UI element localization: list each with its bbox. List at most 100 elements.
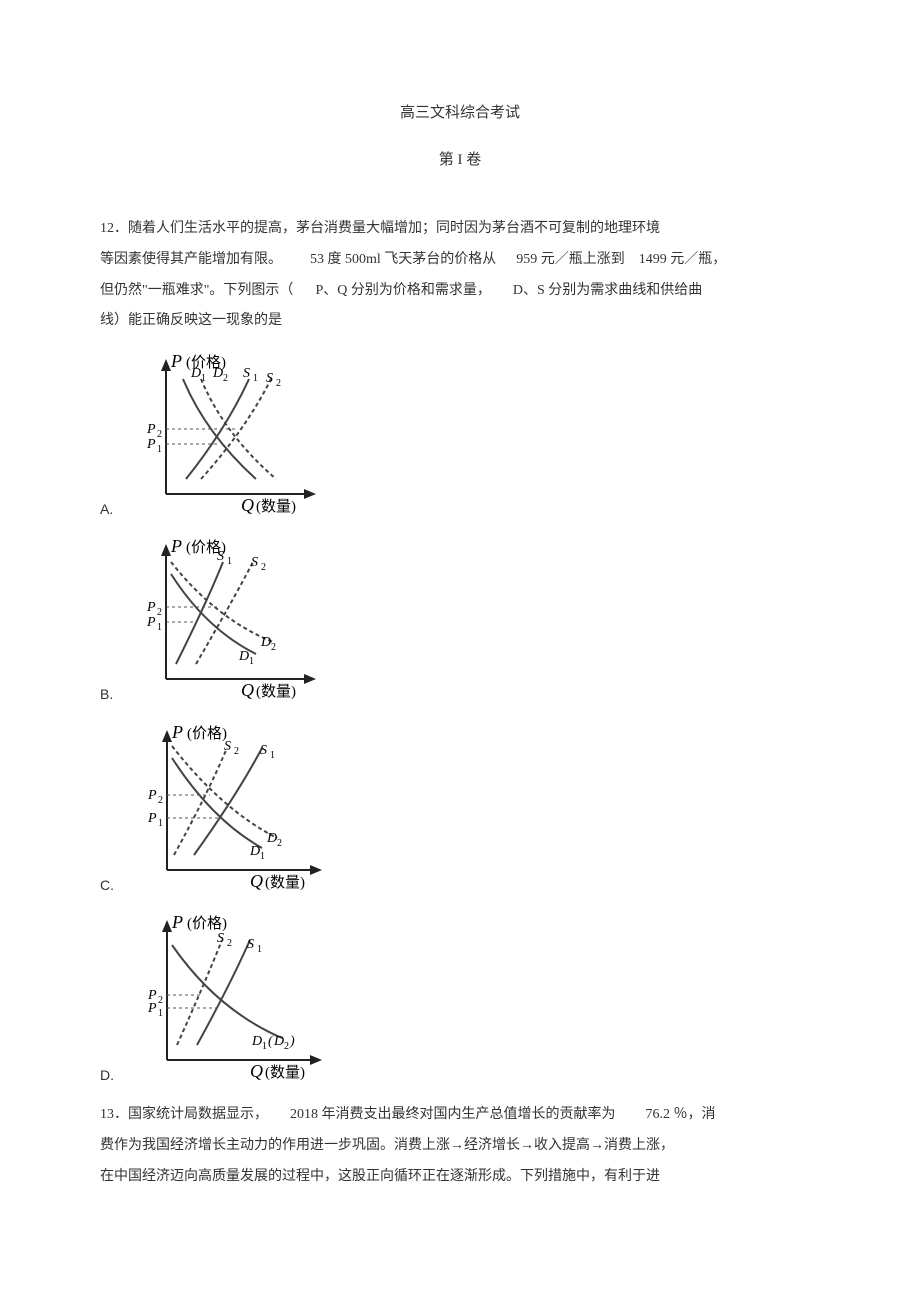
svg-text:1: 1: [157, 444, 162, 455]
q12-l3b: P、Q 分别为价格和需求量，: [315, 283, 490, 298]
question-12: 12．随着人们生活水平的提高，茅台消费量大幅增加；同时因为茅台酒不可复制的地理环…: [100, 214, 820, 337]
option-d-label: D.: [100, 1063, 114, 1094]
svg-text:S: S: [217, 931, 224, 946]
chart-c: P (价格) Q (数量) S2 S1 D1 D2 P2 P1: [122, 720, 337, 904]
svg-text:D: D: [238, 649, 249, 664]
q12-l2d: 1499 元／瓶，: [639, 252, 727, 267]
option-b: B. P (价格) Q (数量) S1 S2 D1 D2 P2 P1: [100, 534, 820, 713]
svg-text:S: S: [224, 739, 231, 754]
svg-text:D: D: [249, 844, 260, 859]
svg-text:1: 1: [270, 750, 275, 761]
svg-text:1: 1: [262, 1041, 267, 1052]
svg-text:): ): [289, 1034, 295, 1049]
q12-line4: 线）能正确反映这一现象的是: [100, 306, 820, 337]
q13-l1b: 2018 年消费支出最终对国内生产总值增长的贡献率为: [290, 1107, 616, 1122]
svg-text:D: D: [260, 635, 271, 650]
svg-text:Q: Q: [241, 680, 254, 700]
svg-text:S: S: [251, 555, 258, 570]
svg-text:2: 2: [261, 562, 266, 573]
chart-a-svg: P (价格) Q (数量) D1 D2 S1 S2 P2 P1: [121, 349, 331, 519]
svg-text:P: P: [147, 788, 157, 803]
option-b-label: B.: [100, 682, 113, 713]
svg-text:S: S: [266, 371, 273, 386]
svg-text:2: 2: [284, 1041, 289, 1052]
q13-l1a: 国家统计局数据显示，: [128, 1107, 268, 1122]
svg-text:S: S: [217, 549, 224, 564]
svg-text:S: S: [243, 366, 250, 381]
svg-text:P: P: [170, 536, 182, 556]
svg-text:P: P: [147, 1001, 157, 1016]
svg-text:1: 1: [158, 818, 163, 829]
svg-text:1: 1: [157, 622, 162, 633]
svg-text:2: 2: [227, 938, 232, 949]
svg-text:D: D: [190, 366, 201, 381]
svg-text:(价格): (价格): [187, 915, 227, 932]
svg-text:P: P: [171, 912, 183, 932]
svg-text:1: 1: [158, 1008, 163, 1019]
q12-text: 12．随着人们生活水平的提高，茅台消费量大幅增加；同时因为茅台酒不可复制的地理环…: [100, 214, 820, 245]
svg-text:D: D: [273, 1034, 284, 1049]
chart-a: P (价格) Q (数量) D1 D2 S1 S2 P2 P1: [121, 349, 331, 528]
svg-text:2: 2: [158, 995, 163, 1006]
svg-text:P: P: [146, 600, 156, 615]
q12-l2c: 959 元／瓶上涨到: [516, 252, 625, 267]
option-d: D. P (价格) Q (数量) S2 S1 D1 ( D2 ) P2: [100, 910, 820, 1094]
q12-line2: 等因素使得其产能增加有限。 53 度 500ml 飞天茅台的价格从 959 元／瓶上…: [100, 245, 820, 276]
q12-l3c: D、S 分别为需求曲线和供给曲: [513, 283, 702, 298]
q12-line3: 但仍然"一瓶难求"。下列图示（ P、Q 分别为价格和需求量， D、S 分别为需求曲线…: [100, 276, 820, 307]
svg-text:P: P: [170, 351, 182, 371]
q12-l2b: 53 度 500ml 飞天茅台的价格从: [310, 252, 496, 267]
q13-line3: 在中国经济迈向高质量发展的过程中，这股正向循环正在逐渐形成。下列措施中，有利于进: [100, 1162, 820, 1193]
svg-text:(数量): (数量): [256, 683, 296, 700]
svg-text:2: 2: [234, 746, 239, 757]
svg-text:D: D: [251, 1034, 262, 1049]
q13-num: 13．: [100, 1107, 128, 1122]
svg-text:2: 2: [271, 642, 276, 653]
svg-text:2: 2: [158, 795, 163, 806]
q13-line1: 13．国家统计局数据显示， 2018 年消费支出最终对国内生产总值增长的贡献率为 7…: [100, 1100, 820, 1131]
q13-line2: 费作为我国经济增长主动力的作用进一步巩固。消费上涨→经济增长→收入提高→消费上涨…: [100, 1131, 820, 1162]
svg-text:P: P: [147, 811, 157, 826]
chart-b-svg: P (价格) Q (数量) S1 S2 D1 D2 P2 P1: [121, 534, 331, 704]
svg-text:Q: Q: [250, 871, 263, 891]
question-13: 13．国家统计局数据显示， 2018 年消费支出最终对国内生产总值增长的贡献率为 7…: [100, 1100, 820, 1192]
svg-text:Q: Q: [250, 1061, 263, 1081]
chart-c-svg: P (价格) Q (数量) S2 S1 D1 D2 P2 P1: [122, 720, 337, 895]
exam-title: 高三文科综合考试: [100, 100, 820, 127]
q12-line1: 随着人们生活水平的提高，茅台消费量大幅增加；同时因为茅台酒不可复制的地理环境: [128, 221, 660, 236]
svg-text:(价格): (价格): [187, 725, 227, 742]
svg-text:P: P: [171, 722, 183, 742]
svg-text:D: D: [212, 366, 223, 381]
svg-text:P: P: [146, 422, 156, 437]
svg-text:(数量): (数量): [256, 498, 296, 515]
q12-l2a: 等因素使得其产能增加有限。: [100, 252, 282, 267]
chart-b: P (价格) Q (数量) S1 S2 D1 D2 P2 P1: [121, 534, 331, 713]
svg-text:P: P: [146, 437, 156, 452]
svg-text:1: 1: [260, 851, 265, 862]
section-header: 第 I 卷: [100, 147, 820, 174]
svg-text:(数量): (数量): [265, 1064, 305, 1081]
svg-text:2: 2: [277, 838, 282, 849]
svg-text:D: D: [266, 831, 277, 846]
svg-text:1: 1: [257, 944, 262, 955]
svg-text:(数量): (数量): [265, 874, 305, 891]
chart-d-svg: P (价格) Q (数量) S2 S1 D1 ( D2 ) P2 P1: [122, 910, 337, 1085]
svg-text:1: 1: [201, 373, 206, 384]
q13-l1c: 76.2 ％，消: [646, 1107, 716, 1122]
svg-text:Q: Q: [241, 495, 254, 515]
option-c-label: C.: [100, 873, 114, 904]
option-c: C. P (价格) Q (数量) S2 S1 D1 D2 P2 P1: [100, 720, 820, 904]
svg-text:S: S: [247, 937, 254, 952]
option-a: A. P (价格) Q (数量) D1 D2 S1 S2 P2: [100, 349, 820, 528]
option-a-label: A.: [100, 497, 113, 528]
svg-text:2: 2: [157, 429, 162, 440]
svg-text:2: 2: [223, 373, 228, 384]
q12-num: 12．: [100, 221, 128, 236]
svg-text:1: 1: [227, 556, 232, 567]
svg-text:P: P: [146, 615, 156, 630]
svg-text:1: 1: [249, 656, 254, 667]
chart-d: P (价格) Q (数量) S2 S1 D1 ( D2 ) P2 P1: [122, 910, 337, 1094]
q12-l3a: 但仍然"一瓶难求"。下列图示（: [100, 283, 293, 298]
svg-text:S: S: [260, 743, 267, 758]
svg-text:1: 1: [253, 373, 258, 384]
